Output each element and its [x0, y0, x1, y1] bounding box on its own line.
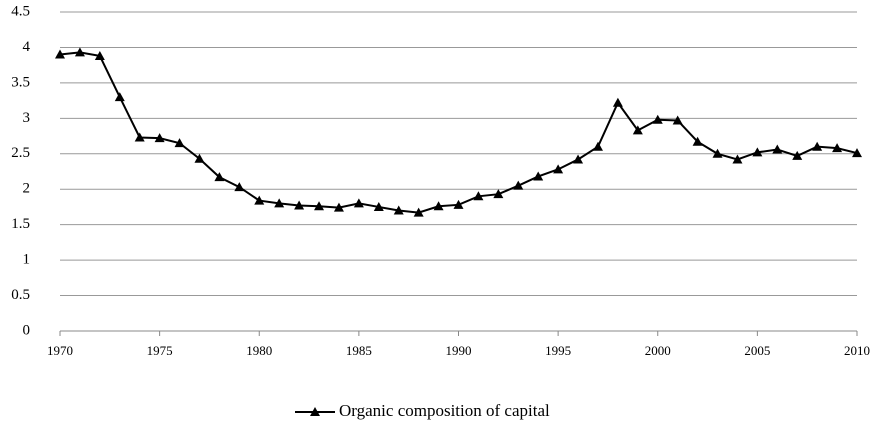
- data-point: [174, 138, 185, 148]
- data-point: [94, 50, 105, 60]
- y-tick-label: 3.5: [11, 74, 30, 90]
- x-tick-label: 1990: [446, 343, 472, 358]
- data-point: [194, 153, 205, 163]
- x-tick-label: 1975: [147, 343, 173, 358]
- data-point: [353, 198, 364, 208]
- data-point: [393, 205, 404, 215]
- legend-label: Organic composition of capital: [339, 401, 550, 420]
- data-point: [533, 171, 544, 181]
- data-point: [712, 148, 723, 158]
- data-point: [214, 172, 225, 182]
- data-point: [652, 114, 663, 124]
- data-point: [772, 144, 783, 154]
- x-tick-label: 1980: [246, 343, 272, 358]
- data-point: [553, 164, 564, 174]
- x-tick-label: 1985: [346, 343, 372, 358]
- data-point: [513, 180, 524, 190]
- data-point: [254, 195, 265, 205]
- data-point: [433, 201, 444, 211]
- data-point: [413, 207, 424, 217]
- y-tick-label: 2.5: [11, 145, 30, 161]
- y-tick-label: 2: [23, 181, 31, 197]
- y-tick-label: 3: [23, 110, 31, 126]
- data-point: [812, 141, 823, 151]
- legend-marker: [310, 407, 320, 416]
- data-point: [55, 49, 65, 59]
- data-point: [154, 133, 165, 143]
- y-tick-label: 1.5: [11, 216, 30, 232]
- data-point: [74, 47, 85, 57]
- data-point: [832, 143, 843, 153]
- y-tick-label: 4: [23, 39, 31, 55]
- data-point: [274, 198, 285, 208]
- data-point: [373, 201, 384, 211]
- data-point: [294, 200, 305, 210]
- data-point: [752, 147, 763, 157]
- data-point: [672, 115, 683, 125]
- data-point: [852, 148, 862, 158]
- data-point: [612, 97, 623, 107]
- data-point: [573, 154, 584, 164]
- data-point: [114, 92, 125, 102]
- x-tick-label: 2010: [844, 343, 870, 358]
- data-point: [692, 136, 703, 146]
- x-tick-label: 2005: [744, 343, 770, 358]
- data-point: [473, 191, 484, 201]
- data-point: [333, 202, 344, 212]
- x-tick-label: 1995: [545, 343, 571, 358]
- y-tick-label: 1: [23, 252, 31, 268]
- x-tick-label: 2000: [645, 343, 671, 358]
- data-point: [314, 201, 325, 211]
- y-tick-label: 4.5: [11, 3, 30, 19]
- data-point: [732, 154, 743, 164]
- data-point: [493, 189, 504, 199]
- y-tick-label: 0: [23, 322, 31, 338]
- data-point: [632, 125, 643, 135]
- y-tick-label: 0.5: [11, 287, 30, 303]
- data-point: [134, 132, 145, 142]
- data-line: [59, 51, 858, 214]
- data-point: [592, 141, 603, 151]
- data-point: [792, 150, 803, 160]
- data-point: [234, 182, 245, 192]
- x-tick-label: 1970: [47, 343, 73, 358]
- data-point: [453, 199, 464, 209]
